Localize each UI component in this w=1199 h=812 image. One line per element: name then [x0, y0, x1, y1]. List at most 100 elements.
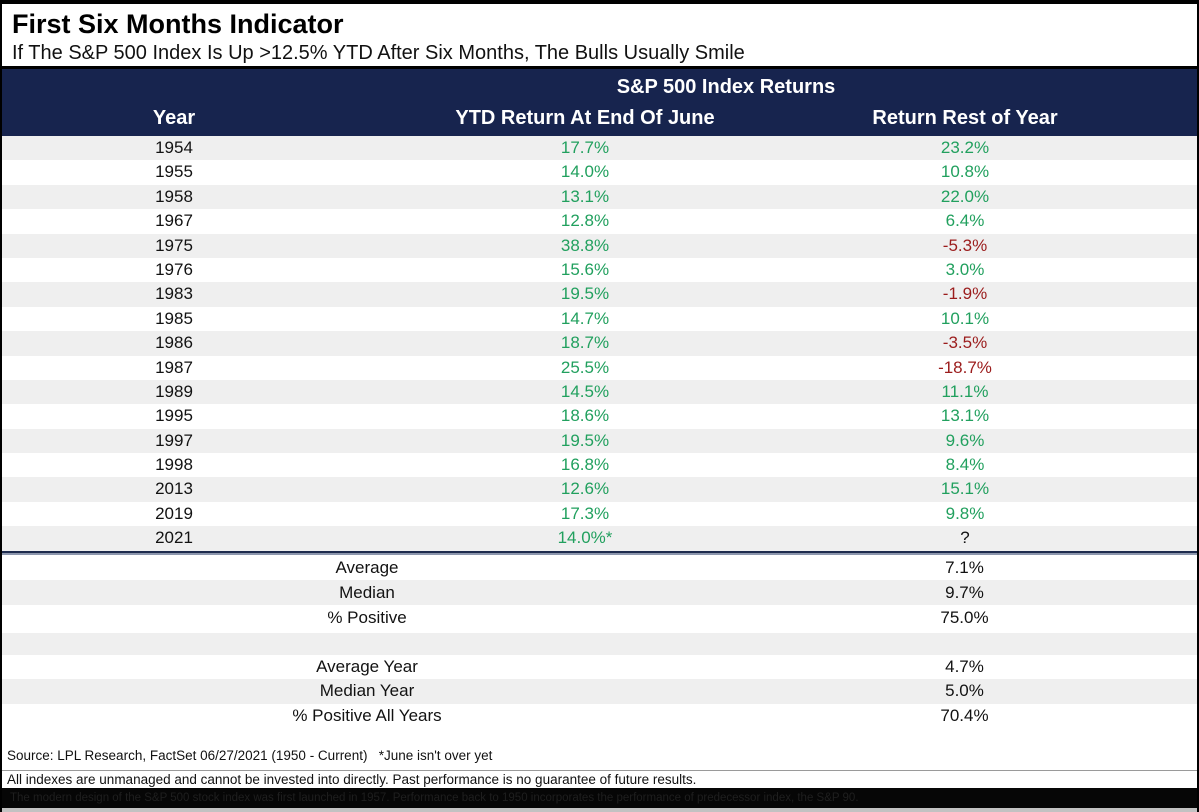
table-row: 1976 15.6% 3.0% [2, 257, 1197, 283]
table-row: 1958 13.1% 22.0% [2, 184, 1197, 210]
summary-label: Average [335, 557, 399, 577]
table-body: 1954 17.7% 23.2% 1955 14.0% 10.8% 1958 13.1% 22.… [2, 136, 1197, 551]
year-cell: 1954 [155, 138, 193, 157]
row-padding [1106, 380, 1197, 404]
summary-row: % Positive 75.0% [2, 604, 1197, 630]
rest-of-year-cell: 11.1% [941, 381, 989, 401]
summary-label: % Positive [327, 607, 407, 627]
page-title: First Six Months Indicator [12, 9, 344, 39]
table-row: 1954 17.7% 23.2% [2, 136, 1197, 161]
year-cell: 1958 [155, 186, 193, 206]
row-padding [1106, 136, 1197, 160]
year-cell: 2019 [155, 503, 193, 523]
rest-of-year-cell: -5.3% [942, 235, 988, 255]
summary-value: 4.7% [945, 656, 984, 676]
row-padding [1106, 429, 1197, 453]
rest-of-year-cell: 10.1% [940, 308, 990, 328]
year-cell: 1989 [155, 381, 193, 401]
ytd-return-cell: 12.8% [560, 211, 610, 231]
table-row: 1975 38.8% -5.3% [2, 233, 1197, 258]
summary-row: Median 9.7% [2, 579, 1197, 605]
row-padding [1106, 258, 1197, 282]
column-header-row: Year YTD Return At End Of June Return Re… [2, 102, 1197, 136]
summary-label: Average Year [316, 656, 418, 676]
table-row: 1989 14.5% 11.1% [2, 379, 1197, 405]
summary-row: Median Year 5.0% [2, 679, 1197, 704]
row-padding [1106, 453, 1197, 477]
year-cell: 1967 [155, 211, 193, 231]
table-row: 1987 25.5% -18.7% [2, 355, 1197, 380]
row-padding [1106, 307, 1197, 331]
ytd-return-cell: 18.7% [560, 333, 610, 353]
row-padding [1106, 282, 1197, 306]
summary-row: Average 7.1% [2, 554, 1197, 580]
table-row: 1955 14.0% 10.8% [2, 160, 1197, 185]
table-row: 1985 14.7% 10.1% [2, 306, 1197, 332]
ytd-return-cell: 15.6% [560, 259, 610, 279]
table-row: 1998 16.8% 8.4% [2, 453, 1197, 478]
summary-value: 5.0% [945, 681, 984, 701]
rest-of-year-cell: 9.8% [945, 503, 985, 523]
rest-of-year-cell: 9.6% [945, 430, 985, 450]
rest-of-year-cell: -3.5% [942, 333, 988, 353]
disclaimer-note: All indexes are unmanaged and cannot be … [7, 772, 697, 788]
col-header-pad [1106, 102, 1197, 136]
year-cell: 1987 [155, 357, 193, 377]
footer-bar: The modern design of the S&P 500 stock i… [2, 788, 1197, 809]
summary-value: 7.1% [945, 557, 984, 577]
row-padding [1106, 502, 1197, 526]
rest-of-year-cell: 10.8% [940, 162, 990, 182]
summary-value: 75.0% [940, 607, 989, 627]
rest-of-year-cell: 8.4% [945, 455, 985, 475]
table-row: 1995 18.6% 13.1% [2, 404, 1197, 429]
row-padding [1106, 526, 1197, 550]
ytd-return-cell: 19.5% [560, 430, 610, 450]
row-padding [1106, 185, 1197, 209]
year-cell: 1955 [155, 162, 193, 182]
note-divider [2, 764, 1197, 772]
ytd-return-cell: 14.7% [560, 308, 610, 328]
ytd-return-cell: 38.8% [560, 235, 610, 255]
blank-row [2, 632, 1197, 655]
row-padding [1106, 331, 1197, 355]
ytd-return-cell: 25.5% [560, 357, 610, 377]
summary-value: 9.7% [945, 582, 984, 602]
row-padding [1106, 356, 1197, 380]
table-header: S&P 500 Index Returns Year YTD Return At… [2, 69, 1197, 136]
rest-of-year-cell: ? [960, 528, 970, 548]
ytd-return-cell: 13.1% [560, 186, 610, 206]
spacer [2, 629, 1197, 633]
table-row: 1983 19.5% -1.9% [2, 282, 1197, 307]
summary-row: Average Year 4.7% [2, 654, 1197, 680]
rest-of-year-cell: 13.1% [940, 406, 990, 426]
page-subtitle: If The S&P 500 Index Is Up >12.5% YTD Af… [12, 42, 745, 64]
col-header-rest: Return Rest of Year [872, 107, 1058, 129]
row-padding [1106, 209, 1197, 233]
rest-of-year-cell: 6.4% [945, 211, 985, 231]
row-padding [1106, 234, 1197, 258]
group-header: S&P 500 Index Returns [616, 76, 836, 98]
ytd-return-cell: 14.0%* [557, 528, 613, 548]
bottom-gap [2, 728, 1197, 749]
group-header-row: S&P 500 Index Returns [2, 69, 1197, 102]
title-block: First Six Months Indicator If The S&P 50… [2, 4, 1197, 69]
year-cell: 1997 [155, 430, 193, 450]
row-padding [1106, 160, 1197, 184]
ytd-return-cell: 14.0% [560, 162, 610, 182]
table-row: 2013 12.6% 15.1% [2, 477, 1197, 502]
summary-value: 70.4% [940, 705, 989, 725]
col-header-year: Year [152, 107, 196, 129]
summary-label: Median Year [319, 681, 415, 701]
ytd-return-cell: 12.6% [560, 479, 610, 499]
rest-of-year-cell: 3.0% [945, 259, 985, 279]
table-row: 1967 12.8% 6.4% [2, 209, 1197, 234]
table-row: 1997 19.5% 9.6% [2, 428, 1197, 454]
year-cell: 1995 [155, 406, 193, 426]
rest-of-year-cell: 15.1% [940, 479, 990, 499]
year-cell: 1975 [155, 235, 193, 255]
ytd-return-cell: 14.5% [560, 381, 610, 401]
row-padding [1106, 477, 1197, 501]
summary-row: % Positive All Years 70.4% [2, 703, 1197, 729]
table-row: 2019 17.3% 9.8% [2, 501, 1197, 527]
